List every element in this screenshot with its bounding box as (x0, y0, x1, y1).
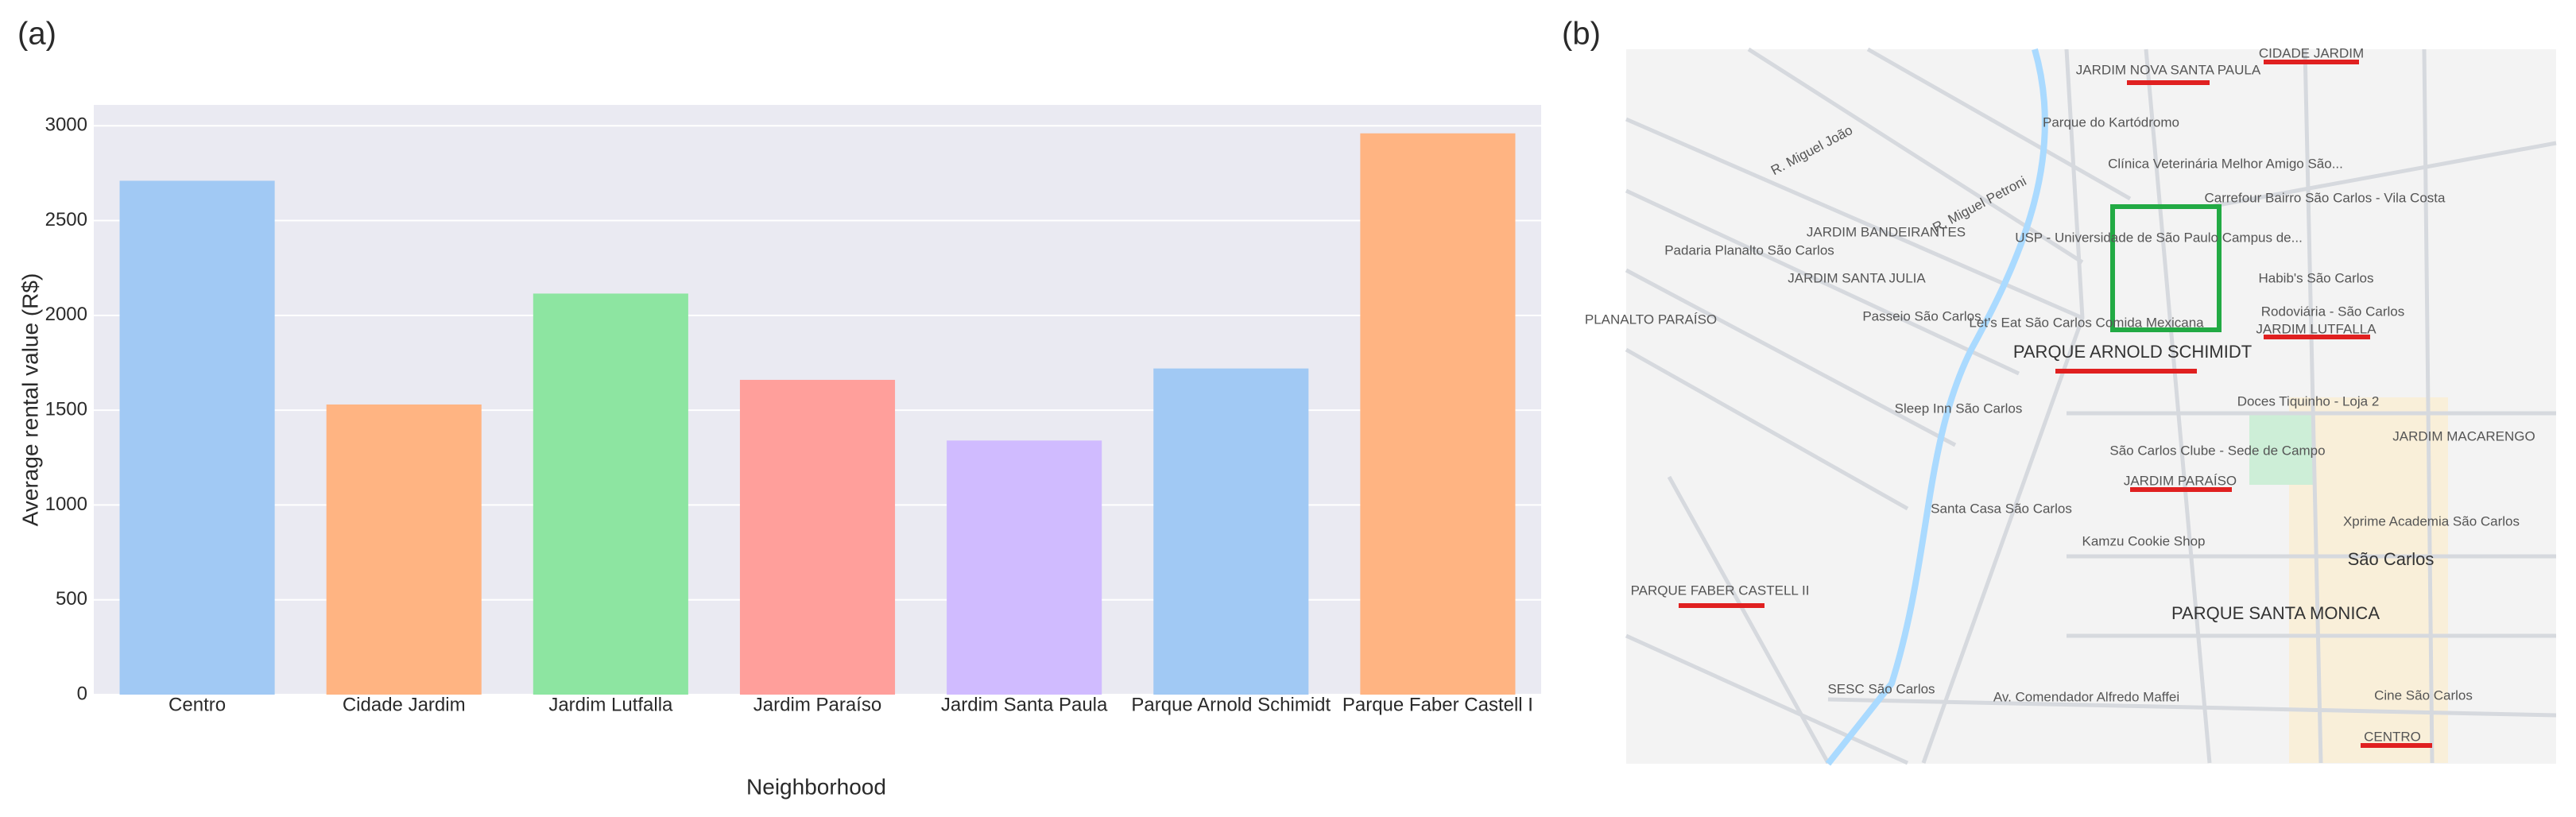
map-label: USP - Universidade de São Paulo Campus d… (2015, 230, 2303, 245)
bar (739, 379, 896, 695)
map-label: Av. Comendador Alfredo Maffei (1993, 689, 2179, 704)
map-label: Padaria Planalto São Carlos (1664, 242, 1834, 257)
map-label: Cine São Carlos (2374, 687, 2473, 703)
map-label: Clínica Veterinária Melhor Amigo São... (2108, 156, 2343, 171)
panel-label: (b) (1562, 17, 1601, 52)
bar (326, 404, 482, 695)
bar (119, 180, 275, 695)
map-label: JARDIM NOVA SANTA PAULA (2076, 62, 2261, 77)
y-tick-label: 2500 (45, 209, 87, 230)
map-river (1825, 48, 2048, 766)
map-label: JARDIM MACARENGO (2392, 428, 2535, 443)
bar (533, 293, 688, 695)
map-label: Xprime Academia São Carlos (2343, 513, 2520, 529)
map-label: Santa Casa São Carlos (1931, 501, 2072, 516)
panel-label: (a) (17, 17, 56, 52)
map-label: PLANALTO PARAÍSO (1585, 312, 1717, 327)
y-axis-title: Average rental value (R$) (17, 273, 42, 527)
map-label: JARDIM BANDEIRANTES (1807, 224, 1966, 239)
x-tick-label: Jardim Santa Paula (941, 694, 1108, 715)
map-label: São Carlos Clube - Sede de Campo (2109, 443, 2325, 458)
map-park (2249, 413, 2313, 485)
x-tick-label: Jardim Paraíso (753, 694, 881, 715)
y-tick-label: 1500 (45, 398, 87, 420)
x-tick-label: Centro (169, 694, 226, 715)
map-label: Let's Eat São Carlos Comida Mexicana (1969, 315, 2204, 330)
x-tick-label: Parque Faber Castell I (1342, 694, 1533, 715)
map-highlights (1679, 60, 2432, 748)
map-roads (1625, 47, 2557, 765)
map-label: JARDIM SANTA JULIA (1788, 270, 1926, 285)
map-label: PARQUE ARNOLD SCHIMIDT (2013, 342, 2252, 362)
map: JARDIM NOVA SANTA PAULA CIDADE JARDIM Parq… (1585, 45, 2557, 766)
map-label: SESC São Carlos (1827, 681, 1935, 696)
map-label: Carrefour Bairro São Carlos - Vila Costa (2205, 190, 2446, 205)
x-tick-label: Jardim Lutfalla (548, 694, 673, 715)
bar (1153, 368, 1309, 695)
map-label: Passeio São Carlos (1862, 308, 1981, 323)
map-label: PARQUE FABER CASTELL II (1631, 583, 1810, 598)
y-tick-label: 500 (56, 588, 87, 610)
bar (947, 440, 1102, 695)
map-label: JARDIM PARAÍSO (2124, 473, 2237, 488)
map-highlight-box (2110, 204, 2222, 332)
y-tick-label: 2000 (45, 304, 87, 325)
map-label: Rodoviária - São Carlos (2261, 304, 2404, 319)
x-tick-label: Parque Arnold Schimidt (1131, 694, 1331, 715)
y-tick-label: 0 (77, 683, 87, 704)
map-label: São Carlos (2348, 549, 2435, 569)
y-tick-label: 3000 (45, 114, 87, 136)
x-tick-label: Cidade Jardim (343, 694, 466, 715)
map-label: Parque do Kartódromo (2043, 114, 2179, 130)
map-label: Sleep Inn São Carlos (1895, 401, 2023, 416)
map-label: Doces Tiquinho - Loja 2 (2237, 393, 2380, 408)
map-label: Kamzu Cookie Shop (2082, 533, 2206, 548)
x-axis-title: Neighborhood (746, 774, 886, 799)
map-label: CIDADE JARDIM (2259, 45, 2364, 60)
y-tick-label: 1000 (45, 494, 87, 515)
bar (1360, 133, 1516, 695)
map-label: Habib's São Carlos (2259, 270, 2374, 285)
map-label: CENTRO (2364, 729, 2421, 744)
map-label: PARQUE SANTA MONICA (2171, 603, 2380, 623)
map-label: JARDIM LUTFALLA (2256, 321, 2377, 336)
